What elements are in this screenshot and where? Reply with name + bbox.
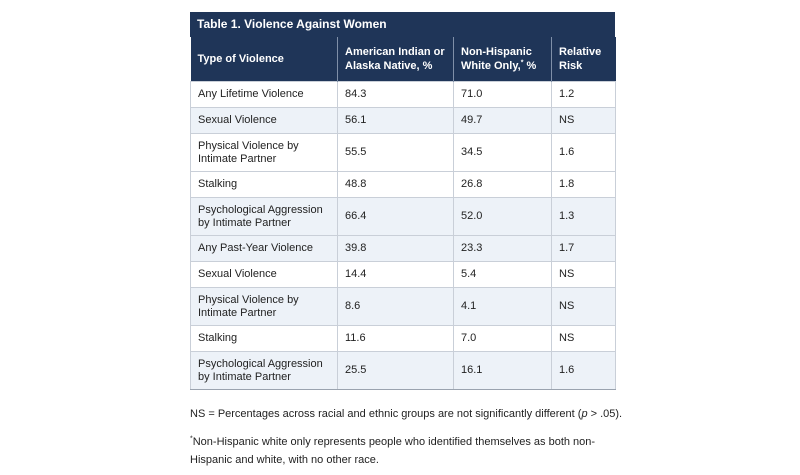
footnote: *Non-Hispanic white only represents peop… <box>190 433 630 469</box>
cell-aian-percent: 39.8 <box>337 235 454 262</box>
cell-type: Physical Violence by Intimate Partner <box>190 133 338 172</box>
header-aian-percent: American Indian or Alaska Native, % <box>337 37 454 82</box>
table-row: Physical Violence by Intimate Partner 8.6… <box>190 287 616 326</box>
violence-table: Type of Violence American Indian or Alas… <box>190 37 616 390</box>
header-white-label: Non-Hispanic White Only, <box>461 46 532 72</box>
table-row: Any Past-Year Violence 39.8 23.3 1.7 <box>190 235 616 262</box>
cell-aian-percent: 66.4 <box>337 197 454 236</box>
ns-note-p: p <box>581 408 588 420</box>
table-row: Sexual Violence 14.4 5.4 NS <box>190 261 616 288</box>
cell-relative-risk: 1.6 <box>551 351 616 390</box>
cell-aian-percent: 8.6 <box>337 287 454 326</box>
header-white-footnote-mark: * <box>520 59 524 67</box>
footnote-mark: * <box>190 435 193 443</box>
cell-relative-risk: 1.3 <box>551 197 616 236</box>
ns-note: NS = Percentages across racial and ethni… <box>190 405 630 423</box>
cell-white-percent: 26.8 <box>453 171 552 198</box>
cell-type: Sexual Violence <box>190 261 338 288</box>
cell-white-percent: 34.5 <box>453 133 552 172</box>
violence-table-container: Table 1. Violence Against Women Type of … <box>190 12 616 390</box>
cell-aian-percent: 11.6 <box>337 325 454 352</box>
header-white-suffix: % <box>523 60 537 72</box>
cell-type: Psychological Aggression by Intimate Par… <box>190 197 338 236</box>
table-row: Stalking 48.8 26.8 1.8 <box>190 171 616 198</box>
cell-relative-risk: NS <box>551 107 616 134</box>
table-row: Physical Violence by Intimate Partner 55.… <box>190 133 616 172</box>
ns-note-text: NS = Percentages across racial and ethni… <box>190 408 582 420</box>
cell-relative-risk: NS <box>551 325 616 352</box>
cell-white-percent: 16.1 <box>453 351 552 390</box>
cell-aian-percent: 25.5 <box>337 351 454 390</box>
cell-type: Psychological Aggression by Intimate Par… <box>190 351 338 390</box>
header-type-of-violence: Type of Violence <box>190 37 338 82</box>
cell-type: Any Lifetime Violence <box>190 81 338 108</box>
cell-relative-risk: 1.8 <box>551 171 616 198</box>
table-header: Type of Violence American Indian or Alas… <box>190 37 616 82</box>
cell-white-percent: 23.3 <box>453 235 552 262</box>
cell-white-percent: 49.7 <box>453 107 552 134</box>
cell-white-percent: 4.1 <box>453 287 552 326</box>
cell-white-percent: 71.0 <box>453 81 552 108</box>
cell-white-percent: 5.4 <box>453 261 552 288</box>
cell-relative-risk: NS <box>551 287 616 326</box>
cell-type: Stalking <box>190 325 338 352</box>
header-white-percent: Non-Hispanic White Only,* % <box>453 37 552 82</box>
cell-type: Stalking <box>190 171 338 198</box>
table-row: Any Lifetime Violence 84.3 71.0 1.2 <box>190 81 616 108</box>
footnote-text: Non-Hispanic white only represents peopl… <box>190 436 596 466</box>
table-row: Psychological Aggression by Intimate Par… <box>190 197 616 236</box>
table-row: Sexual Violence 56.1 49.7 NS <box>190 107 616 134</box>
cell-type: Sexual Violence <box>190 107 338 134</box>
cell-aian-percent: 84.3 <box>337 81 454 108</box>
table-body: Any Lifetime Violence 84.3 71.0 1.2 Sexual V… <box>190 81 616 390</box>
table-caption: Table 1. Violence Against Women <box>190 12 615 37</box>
cell-relative-risk: NS <box>551 261 616 288</box>
table-row: Stalking 11.6 7.0 NS <box>190 325 616 352</box>
cell-aian-percent: 56.1 <box>337 107 454 134</box>
cell-type: Physical Violence by Intimate Partner <box>190 287 338 326</box>
header-relative-risk: Relative Risk <box>551 37 616 82</box>
cell-relative-risk: 1.2 <box>551 81 616 108</box>
ns-note-threshold: > .05). <box>587 408 623 420</box>
cell-white-percent: 7.0 <box>453 325 552 352</box>
cell-white-percent: 52.0 <box>453 197 552 236</box>
cell-relative-risk: 1.7 <box>551 235 616 262</box>
cell-aian-percent: 48.8 <box>337 171 454 198</box>
cell-relative-risk: 1.6 <box>551 133 616 172</box>
cell-aian-percent: 55.5 <box>337 133 454 172</box>
table-row: Psychological Aggression by Intimate Par… <box>190 351 616 390</box>
cell-aian-percent: 14.4 <box>337 261 454 288</box>
cell-type: Any Past-Year Violence <box>190 235 338 262</box>
